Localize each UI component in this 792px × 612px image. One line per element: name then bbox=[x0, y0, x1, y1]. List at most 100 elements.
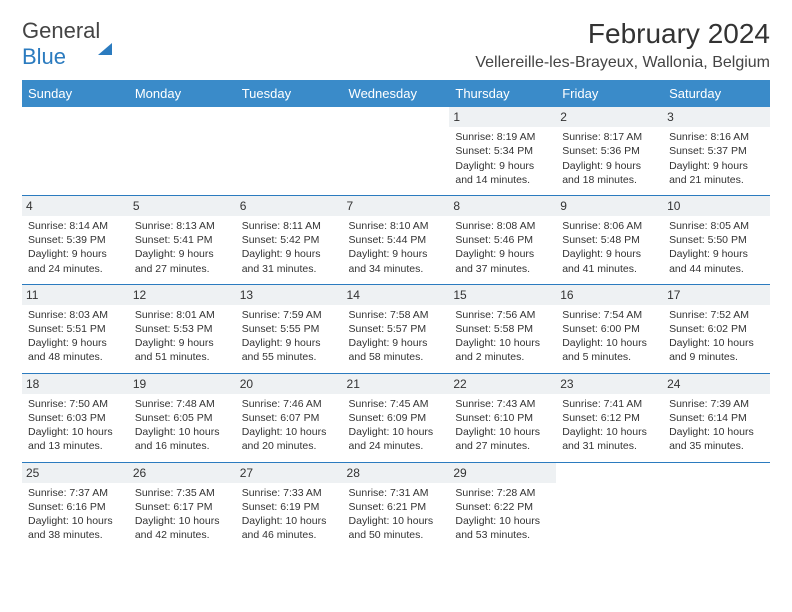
sun-data: Sunrise: 7:35 AMSunset: 6:17 PMDaylight:… bbox=[135, 486, 230, 543]
weekday-header: Friday bbox=[556, 80, 663, 107]
sun-data: Sunrise: 7:43 AMSunset: 6:10 PMDaylight:… bbox=[455, 397, 550, 454]
logo-text: General Blue bbox=[22, 18, 112, 70]
calendar-table: SundayMondayTuesdayWednesdayThursdayFrid… bbox=[22, 80, 770, 550]
day-number: 12 bbox=[129, 285, 236, 305]
calendar-day-cell: 13 Sunrise: 7:59 AMSunset: 5:55 PMDayligh… bbox=[236, 284, 343, 373]
calendar-week-row: 25 Sunrise: 7:37 AMSunset: 6:16 PMDayligh… bbox=[22, 462, 770, 550]
sun-data: Sunrise: 8:05 AMSunset: 5:50 PMDaylight:… bbox=[669, 219, 764, 276]
sun-data: Sunrise: 7:28 AMSunset: 6:22 PMDaylight:… bbox=[455, 486, 550, 543]
weekday-header: Saturday bbox=[663, 80, 770, 107]
calendar-day-cell bbox=[343, 107, 450, 195]
logo-triangle-icon bbox=[98, 18, 112, 55]
header: General Blue February 2024 Vellereille-l… bbox=[22, 18, 770, 72]
sun-data: Sunrise: 8:03 AMSunset: 5:51 PMDaylight:… bbox=[28, 308, 123, 365]
logo-text-general: General bbox=[22, 18, 100, 43]
day-number bbox=[663, 463, 770, 483]
sun-data: Sunrise: 8:16 AMSunset: 5:37 PMDaylight:… bbox=[669, 130, 764, 187]
calendar-day-cell bbox=[556, 462, 663, 550]
sun-data: Sunrise: 8:19 AMSunset: 5:34 PMDaylight:… bbox=[455, 130, 550, 187]
weekday-header: Wednesday bbox=[343, 80, 450, 107]
sun-data: Sunrise: 8:11 AMSunset: 5:42 PMDaylight:… bbox=[242, 219, 337, 276]
sun-data: Sunrise: 8:08 AMSunset: 5:46 PMDaylight:… bbox=[455, 219, 550, 276]
sun-data: Sunrise: 7:58 AMSunset: 5:57 PMDaylight:… bbox=[349, 308, 444, 365]
sun-data: Sunrise: 7:37 AMSunset: 6:16 PMDaylight:… bbox=[28, 486, 123, 543]
calendar-day-cell bbox=[22, 107, 129, 195]
day-number: 17 bbox=[663, 285, 770, 305]
calendar-day-cell bbox=[129, 107, 236, 195]
title-block: February 2024 Vellereille-les-Brayeux, W… bbox=[475, 18, 770, 72]
calendar-day-cell: 10Sunrise: 8:05 AMSunset: 5:50 PMDayligh… bbox=[663, 195, 770, 284]
calendar-day-cell: 5 Sunrise: 8:13 AMSunset: 5:41 PMDaylight… bbox=[129, 195, 236, 284]
logo: General Blue bbox=[22, 18, 112, 70]
calendar-day-cell: 8 Sunrise: 8:08 AMSunset: 5:46 PMDaylight… bbox=[449, 195, 556, 284]
calendar-day-cell: 11 Sunrise: 8:03 AMSunset: 5:51 PMDayligh… bbox=[22, 284, 129, 373]
sun-data: Sunrise: 8:10 AMSunset: 5:44 PMDaylight:… bbox=[349, 219, 444, 276]
sun-data: Sunrise: 7:39 AMSunset: 6:14 PMDaylight:… bbox=[669, 397, 764, 454]
sun-data: Sunrise: 8:01 AMSunset: 5:53 PMDaylight:… bbox=[135, 308, 230, 365]
day-number: 6 bbox=[236, 196, 343, 216]
weekday-header: Sunday bbox=[22, 80, 129, 107]
calendar-day-cell: 9Sunrise: 8:06 AMSunset: 5:48 PMDaylight… bbox=[556, 195, 663, 284]
sun-data: Sunrise: 8:13 AMSunset: 5:41 PMDaylight:… bbox=[135, 219, 230, 276]
day-number: 22 bbox=[449, 374, 556, 394]
calendar-day-cell: 18Sunrise: 7:50 AMSunset: 6:03 PMDayligh… bbox=[22, 373, 129, 462]
sun-data: Sunrise: 7:56 AMSunset: 5:58 PMDaylight:… bbox=[455, 308, 550, 365]
day-number: 19 bbox=[129, 374, 236, 394]
day-number: 15 bbox=[449, 285, 556, 305]
calendar-body: 1 Sunrise: 8:19 AMSunset: 5:34 PMDaylight… bbox=[22, 107, 770, 550]
sun-data: Sunrise: 7:50 AMSunset: 6:03 PMDaylight:… bbox=[28, 397, 123, 454]
day-number bbox=[22, 107, 129, 127]
calendar-week-row: 1 Sunrise: 8:19 AMSunset: 5:34 PMDaylight… bbox=[22, 107, 770, 195]
day-number: 16 bbox=[556, 285, 663, 305]
day-number: 4 bbox=[22, 196, 129, 216]
day-number: 25 bbox=[22, 463, 129, 483]
sun-data: Sunrise: 7:52 AMSunset: 6:02 PMDaylight:… bbox=[669, 308, 764, 365]
sun-data: Sunrise: 7:59 AMSunset: 5:55 PMDaylight:… bbox=[242, 308, 337, 365]
calendar-day-cell bbox=[663, 462, 770, 550]
calendar-day-cell: 6 Sunrise: 8:11 AMSunset: 5:42 PMDaylight… bbox=[236, 195, 343, 284]
weekday-header: Tuesday bbox=[236, 80, 343, 107]
calendar-day-cell: 27 Sunrise: 7:33 AMSunset: 6:19 PMDayligh… bbox=[236, 462, 343, 550]
day-number: 1 bbox=[449, 107, 556, 127]
calendar-day-cell: 22 Sunrise: 7:43 AMSunset: 6:10 PMDayligh… bbox=[449, 373, 556, 462]
calendar-week-row: 18Sunrise: 7:50 AMSunset: 6:03 PMDayligh… bbox=[22, 373, 770, 462]
weekday-header: Thursday bbox=[449, 80, 556, 107]
sun-data: Sunrise: 7:45 AMSunset: 6:09 PMDaylight:… bbox=[349, 397, 444, 454]
day-number: 23 bbox=[556, 374, 663, 394]
sun-data: Sunrise: 7:46 AMSunset: 6:07 PMDaylight:… bbox=[242, 397, 337, 454]
calendar-day-cell: 12 Sunrise: 8:01 AMSunset: 5:53 PMDayligh… bbox=[129, 284, 236, 373]
calendar-day-cell: 1 Sunrise: 8:19 AMSunset: 5:34 PMDaylight… bbox=[449, 107, 556, 195]
calendar-day-cell: 15 Sunrise: 7:56 AMSunset: 5:58 PMDayligh… bbox=[449, 284, 556, 373]
day-number: 26 bbox=[129, 463, 236, 483]
calendar-week-row: 11 Sunrise: 8:03 AMSunset: 5:51 PMDayligh… bbox=[22, 284, 770, 373]
day-number: 11 bbox=[22, 285, 129, 305]
day-number: 2 bbox=[556, 107, 663, 127]
calendar-day-cell: 28Sunrise: 7:31 AMSunset: 6:21 PMDayligh… bbox=[343, 462, 450, 550]
day-number bbox=[556, 463, 663, 483]
calendar-day-cell: 3Sunrise: 8:16 AMSunset: 5:37 PMDaylight… bbox=[663, 107, 770, 195]
calendar-day-cell: 29 Sunrise: 7:28 AMSunset: 6:22 PMDayligh… bbox=[449, 462, 556, 550]
day-number: 7 bbox=[343, 196, 450, 216]
day-number: 8 bbox=[449, 196, 556, 216]
calendar-day-cell: 26 Sunrise: 7:35 AMSunset: 6:17 PMDayligh… bbox=[129, 462, 236, 550]
calendar-day-cell: 4 Sunrise: 8:14 AMSunset: 5:39 PMDaylight… bbox=[22, 195, 129, 284]
day-number: 29 bbox=[449, 463, 556, 483]
day-number: 13 bbox=[236, 285, 343, 305]
day-number: 27 bbox=[236, 463, 343, 483]
day-number: 24 bbox=[663, 374, 770, 394]
sun-data: Sunrise: 7:33 AMSunset: 6:19 PMDaylight:… bbox=[242, 486, 337, 543]
day-number: 21 bbox=[343, 374, 450, 394]
calendar-day-cell: 16Sunrise: 7:54 AMSunset: 6:00 PMDayligh… bbox=[556, 284, 663, 373]
weekday-header: Monday bbox=[129, 80, 236, 107]
calendar-day-cell: 23Sunrise: 7:41 AMSunset: 6:12 PMDayligh… bbox=[556, 373, 663, 462]
day-number: 20 bbox=[236, 374, 343, 394]
sun-data: Sunrise: 8:14 AMSunset: 5:39 PMDaylight:… bbox=[28, 219, 123, 276]
calendar-day-cell: 19Sunrise: 7:48 AMSunset: 6:05 PMDayligh… bbox=[129, 373, 236, 462]
calendar-day-cell bbox=[236, 107, 343, 195]
sun-data: Sunrise: 8:06 AMSunset: 5:48 PMDaylight:… bbox=[562, 219, 657, 276]
month-title: February 2024 bbox=[475, 18, 770, 50]
calendar-header-row: SundayMondayTuesdayWednesdayThursdayFrid… bbox=[22, 80, 770, 107]
day-number: 5 bbox=[129, 196, 236, 216]
logo-text-blue: Blue bbox=[22, 44, 66, 69]
day-number bbox=[236, 107, 343, 127]
